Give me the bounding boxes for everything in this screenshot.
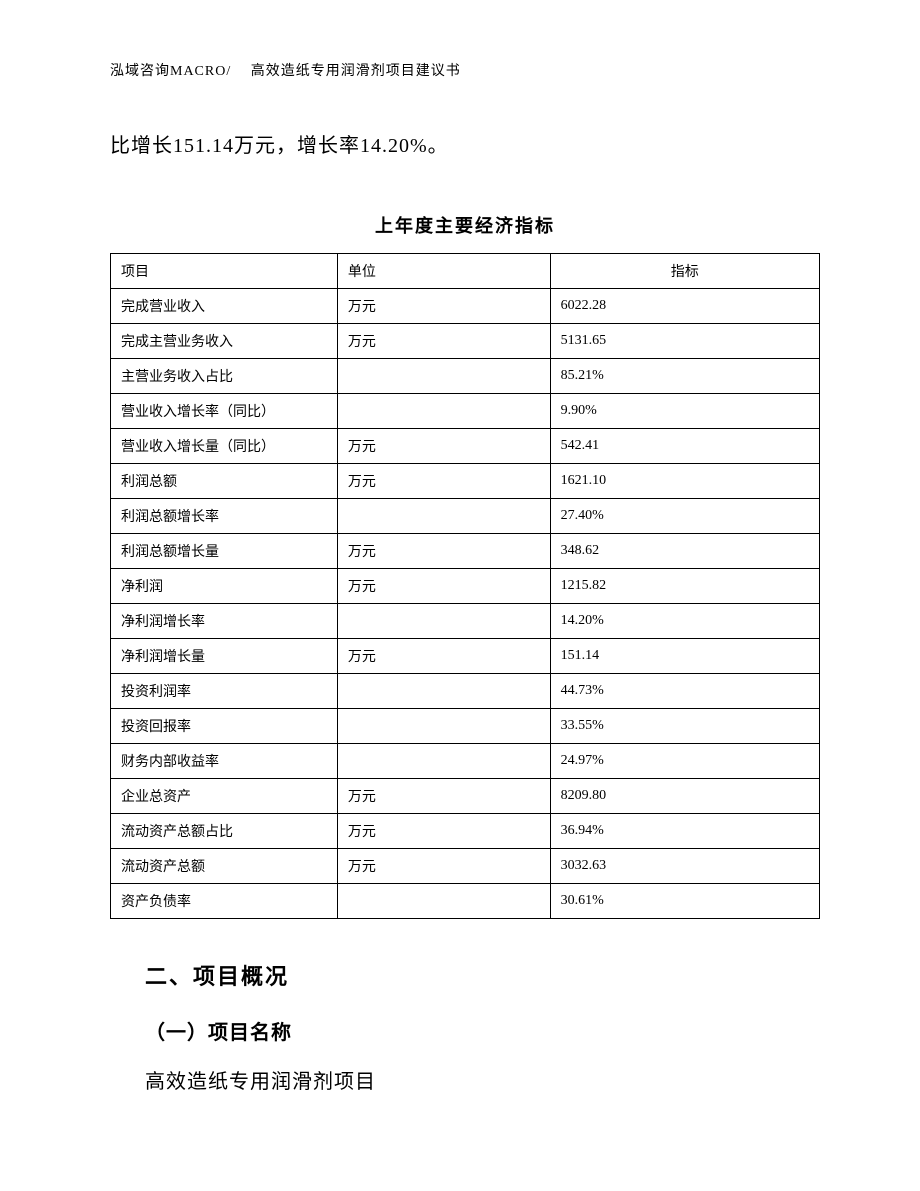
table-row: 利润总额增长量万元348.62 <box>111 534 820 569</box>
table-cell <box>337 674 550 709</box>
table-cell: 投资回报率 <box>111 709 338 744</box>
table-cell: 万元 <box>337 429 550 464</box>
table-cell: 完成主营业务收入 <box>111 324 338 359</box>
table-cell: 企业总资产 <box>111 779 338 814</box>
col-header-item: 项目 <box>111 254 338 289</box>
table-cell: 净利润 <box>111 569 338 604</box>
table-cell <box>337 499 550 534</box>
table-cell: 财务内部收益率 <box>111 744 338 779</box>
table-cell: 9.90% <box>550 394 819 429</box>
table-cell: 营业收入增长量（同比） <box>111 429 338 464</box>
col-header-unit: 单位 <box>337 254 550 289</box>
table-row: 完成营业收入万元6022.28 <box>111 289 820 324</box>
table-cell: 24.97% <box>550 744 819 779</box>
table-row: 企业总资产万元8209.80 <box>111 779 820 814</box>
table-row: 主营业务收入占比 85.21% <box>111 359 820 394</box>
table-row: 流动资产总额占比万元36.94% <box>111 814 820 849</box>
table-cell: 利润总额 <box>111 464 338 499</box>
table-row: 资产负债率 30.61% <box>111 884 820 919</box>
economic-indicators-table: 项目 单位 指标 完成营业收入万元6022.28完成主营业务收入万元5131.6… <box>110 253 820 919</box>
table-cell: 348.62 <box>550 534 819 569</box>
table-cell: 万元 <box>337 569 550 604</box>
table-cell: 3032.63 <box>550 849 819 884</box>
table-row: 财务内部收益率 24.97% <box>111 744 820 779</box>
table-cell: 万元 <box>337 849 550 884</box>
table-cell: 30.61% <box>550 884 819 919</box>
table-header-row: 项目 单位 指标 <box>111 254 820 289</box>
table-cell: 万元 <box>337 534 550 569</box>
table-cell: 33.55% <box>550 709 819 744</box>
table-cell: 8209.80 <box>550 779 819 814</box>
table-row: 营业收入增长量（同比）万元542.41 <box>111 429 820 464</box>
table-row: 营业收入增长率（同比） 9.90% <box>111 394 820 429</box>
table-row: 投资回报率 33.55% <box>111 709 820 744</box>
table-cell: 万元 <box>337 324 550 359</box>
table-cell: 1621.10 <box>550 464 819 499</box>
table-cell: 万元 <box>337 814 550 849</box>
table-cell: 151.14 <box>550 639 819 674</box>
table-cell: 流动资产总额占比 <box>111 814 338 849</box>
table-cell: 利润总额增长率 <box>111 499 338 534</box>
table-row: 净利润万元1215.82 <box>111 569 820 604</box>
table-row: 净利润增长率 14.20% <box>111 604 820 639</box>
table-cell <box>337 884 550 919</box>
subsection-title: （一）项目名称 <box>145 1016 820 1045</box>
table-row: 净利润增长量万元151.14 <box>111 639 820 674</box>
section-title: 二、项目概况 <box>145 959 820 991</box>
project-name-text: 高效造纸专用润滑剂项目 <box>145 1065 820 1094</box>
table-cell <box>337 744 550 779</box>
table-cell: 利润总额增长量 <box>111 534 338 569</box>
table-title: 上年度主要经济指标 <box>110 212 820 238</box>
table-row: 流动资产总额万元3032.63 <box>111 849 820 884</box>
table-cell: 万元 <box>337 289 550 324</box>
table-cell: 14.20% <box>550 604 819 639</box>
table-cell <box>337 709 550 744</box>
table-cell <box>337 604 550 639</box>
table-cell: 资产负债率 <box>111 884 338 919</box>
table-row: 利润总额万元1621.10 <box>111 464 820 499</box>
table-cell: 44.73% <box>550 674 819 709</box>
table-cell: 流动资产总额 <box>111 849 338 884</box>
table-row: 利润总额增长率 27.40% <box>111 499 820 534</box>
table-cell: 净利润增长率 <box>111 604 338 639</box>
table-cell: 1215.82 <box>550 569 819 604</box>
table-cell: 万元 <box>337 464 550 499</box>
table-cell: 36.94% <box>550 814 819 849</box>
table-cell: 5131.65 <box>550 324 819 359</box>
table-cell: 542.41 <box>550 429 819 464</box>
table-row: 投资利润率 44.73% <box>111 674 820 709</box>
table-cell: 净利润增长量 <box>111 639 338 674</box>
table-cell: 营业收入增长率（同比） <box>111 394 338 429</box>
table-cell: 85.21% <box>550 359 819 394</box>
table-cell <box>337 394 550 429</box>
table-row: 完成主营业务收入万元5131.65 <box>111 324 820 359</box>
table-cell: 主营业务收入占比 <box>111 359 338 394</box>
table-cell: 万元 <box>337 779 550 814</box>
table-cell <box>337 359 550 394</box>
table-cell: 万元 <box>337 639 550 674</box>
table-cell: 6022.28 <box>550 289 819 324</box>
intro-paragraph: 比增长151.14万元，增长率14.20%。 <box>110 130 820 162</box>
col-header-indicator: 指标 <box>550 254 819 289</box>
table-cell: 投资利润率 <box>111 674 338 709</box>
table-cell: 27.40% <box>550 499 819 534</box>
page-header: 泓域咨询MACRO/ 高效造纸专用润滑剂项目建议书 <box>110 60 820 80</box>
table-cell: 完成营业收入 <box>111 289 338 324</box>
